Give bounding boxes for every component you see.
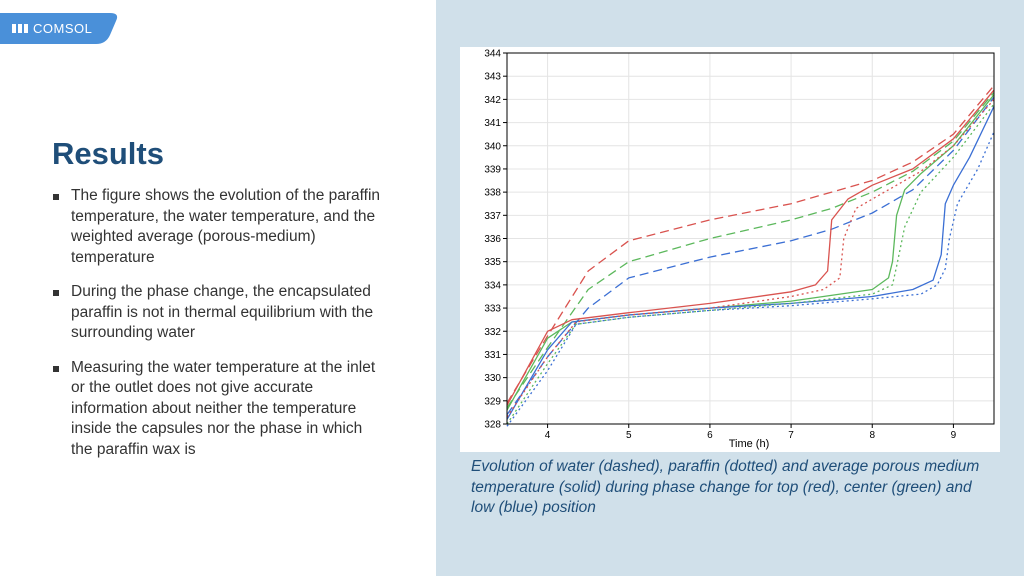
series-line-dashed xyxy=(506,91,995,409)
bullet-item: Measuring the water temperature at the i… xyxy=(52,358,382,461)
y-tick-label: 331 xyxy=(484,350,501,361)
y-tick-label: 338 xyxy=(484,188,501,199)
bullet-list: The figure shows the evolution of the pa… xyxy=(52,186,382,474)
x-tick-label: 8 xyxy=(869,430,875,441)
series-line-solid xyxy=(506,89,995,406)
x-axis-label: Time (h) xyxy=(729,438,770,450)
series-line-dotted xyxy=(506,98,995,418)
bullet-item: During the phase change, the encapsulate… xyxy=(52,282,382,344)
comsol-logo: COMSOL xyxy=(0,13,120,44)
axis-layer: 328 329 330 331 332 333 334 335 336 337 338 339 340 3… xyxy=(484,49,995,441)
bullet-text: The figure shows the evolution of the pa… xyxy=(71,187,381,266)
series-line-dotted xyxy=(506,131,995,427)
y-tick-label: 337 xyxy=(484,211,501,222)
x-tick-label: 5 xyxy=(626,430,632,441)
bullet-marker xyxy=(53,365,59,372)
series-line-solid xyxy=(506,106,995,420)
y-tick-label: 332 xyxy=(484,327,501,338)
x-tick-label: 4 xyxy=(545,430,551,441)
y-tick-label: 335 xyxy=(484,257,501,268)
series-line-dashed xyxy=(506,96,995,416)
logo-text: COMSOL xyxy=(33,21,93,36)
chart-container: 328 329 330 331 332 333 334 335 336 337 338 339 340 3… xyxy=(460,47,1000,452)
series-line-dotted xyxy=(506,103,995,425)
y-tick-label: 334 xyxy=(484,280,501,291)
y-tick-label: 336 xyxy=(484,234,501,245)
x-tick-label: 6 xyxy=(707,430,713,441)
series-layer xyxy=(506,85,995,427)
y-tick-label: 342 xyxy=(484,95,501,106)
y-tick-label: 333 xyxy=(484,304,501,315)
y-tick-label: 344 xyxy=(484,49,501,60)
y-tick-label: 340 xyxy=(484,141,501,152)
y-tick-label: 328 xyxy=(484,420,501,431)
series-line-dashed xyxy=(506,85,995,404)
logo-banner-shape xyxy=(0,13,118,44)
bullet-marker xyxy=(53,194,59,200)
figure-caption: Evolution of water (dashed), paraffin (d… xyxy=(471,458,980,516)
grid-layer xyxy=(507,52,994,425)
line-chart: 328 329 330 331 332 333 334 335 336 337 338 339 340 3… xyxy=(484,49,995,450)
x-tick-label: 9 xyxy=(951,430,957,441)
y-tick-label: 341 xyxy=(484,118,501,129)
y-tick-label: 329 xyxy=(484,396,501,407)
bullet-text: Measuring the water temperature at the i… xyxy=(71,358,376,458)
y-tick-label: 339 xyxy=(484,164,501,175)
x-tick-label: 7 xyxy=(788,430,794,441)
series-line-solid xyxy=(506,94,995,411)
y-tick-label: 330 xyxy=(484,373,501,384)
bullet-marker xyxy=(53,290,59,296)
slide-title: Results xyxy=(52,136,164,171)
bullet-item: The figure shows the evolution of the pa… xyxy=(52,186,382,268)
plot-frame xyxy=(506,52,995,425)
y-tick-label: 343 xyxy=(484,72,501,83)
bullet-text: During the phase change, the encapsulate… xyxy=(71,283,374,341)
